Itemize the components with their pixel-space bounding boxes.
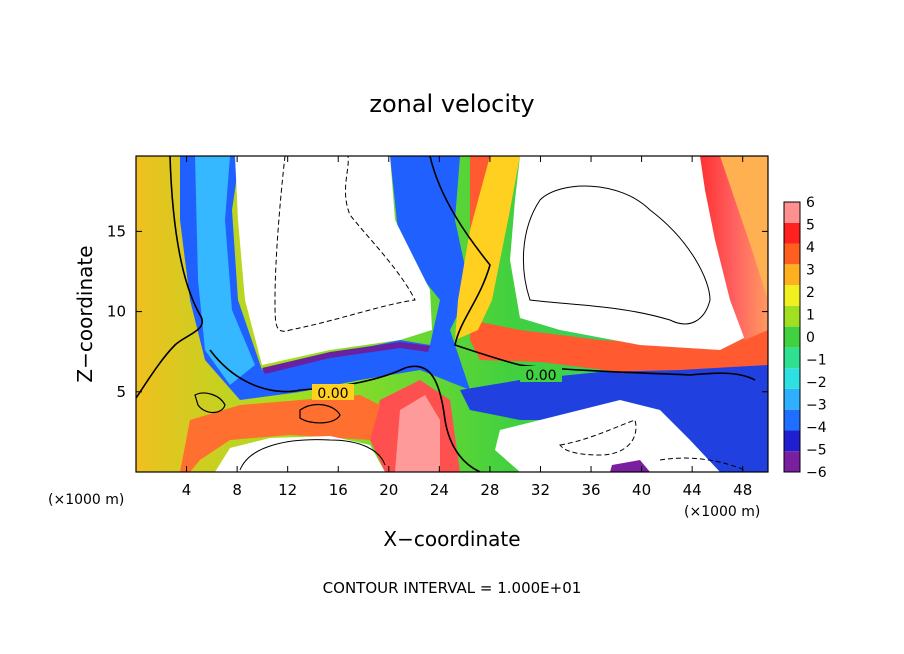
x-axis-label: X−coordinate xyxy=(383,527,520,551)
colorbar-tick-label: 0 xyxy=(806,330,815,346)
y-axis-ticks: 5 10 15 xyxy=(107,222,768,401)
y-tick-label: 5 xyxy=(116,383,126,401)
contour-lines xyxy=(136,156,756,472)
colorbar-swatch xyxy=(784,222,800,244)
colorbar-swatch xyxy=(784,285,800,306)
colorbar-tick-label: 4 xyxy=(806,240,815,256)
colorbar-tick-label: −5 xyxy=(806,443,827,459)
chart-title: zonal velocity xyxy=(369,90,534,118)
x-tick-label: 36 xyxy=(581,481,600,499)
colorbar-tick-label: −1 xyxy=(806,353,827,369)
plot-frame xyxy=(135,155,769,473)
contour-label-2: 0.00 xyxy=(525,368,556,384)
x-tick-label: 8 xyxy=(232,481,242,499)
x-unit-left: (×1000 m) xyxy=(48,492,124,508)
contour-label-1: 0.00 xyxy=(317,386,348,402)
x-unit-right: (×1000 m) xyxy=(684,504,760,520)
y-tick-label: 15 xyxy=(107,222,126,240)
colorbar-swatch xyxy=(784,243,800,265)
colorbar-swatch xyxy=(784,326,800,348)
y-tick-label: 10 xyxy=(107,303,126,321)
x-axis-ticks: 4 8 12 16 20 24 28 32 36 40 44 48 xyxy=(182,156,752,499)
x-tick-label: 4 xyxy=(182,481,192,499)
colorbar-swatch xyxy=(784,368,800,389)
x-tick-label: 16 xyxy=(329,481,348,499)
x-tick-label: 32 xyxy=(531,481,550,499)
x-tick-label: 20 xyxy=(379,481,398,499)
colorbar-tick-label: −6 xyxy=(806,465,827,481)
colorbar-swatch xyxy=(784,409,800,431)
contour-interval-note: CONTOUR INTERVAL = 1.000E+01 xyxy=(323,579,582,597)
colorbar-tick-label: 3 xyxy=(806,263,815,279)
heatmap-field xyxy=(136,156,768,472)
colorbar-tick-label: 2 xyxy=(806,285,815,301)
colorbar-tick-label: −4 xyxy=(806,420,827,436)
x-tick-label: 24 xyxy=(430,481,449,499)
colorbar: 6 5 4 3 2 1 0 −1 −2 −3 −4 −5 −6 xyxy=(783,195,827,481)
colorbar-tick-label: −3 xyxy=(806,398,827,414)
colorbar-swatch xyxy=(784,202,800,223)
colorbar-tick-label: 1 xyxy=(806,308,815,324)
colorbar-tick-label: −2 xyxy=(806,375,827,391)
colorbar-swatch xyxy=(784,347,800,369)
x-tick-label: 44 xyxy=(683,481,702,499)
colorbar-swatch xyxy=(784,305,800,327)
x-tick-label: 12 xyxy=(278,481,297,499)
x-tick-label: 28 xyxy=(480,481,499,499)
y-axis-label: Z−coordinate xyxy=(73,245,97,382)
contour-label-group: 0.00 0.00 xyxy=(312,366,562,402)
colorbar-tick-label: 6 xyxy=(806,195,815,211)
x-tick-label: 40 xyxy=(632,481,651,499)
colorbar-swatch xyxy=(784,451,800,472)
colorbar-swatch xyxy=(784,430,800,452)
colorbar-swatch xyxy=(784,388,800,410)
colorbar-frame xyxy=(783,201,801,473)
colorbar-tick-label: 5 xyxy=(806,218,815,234)
colorbar-swatch xyxy=(784,264,800,286)
x-tick-label: 48 xyxy=(733,481,752,499)
